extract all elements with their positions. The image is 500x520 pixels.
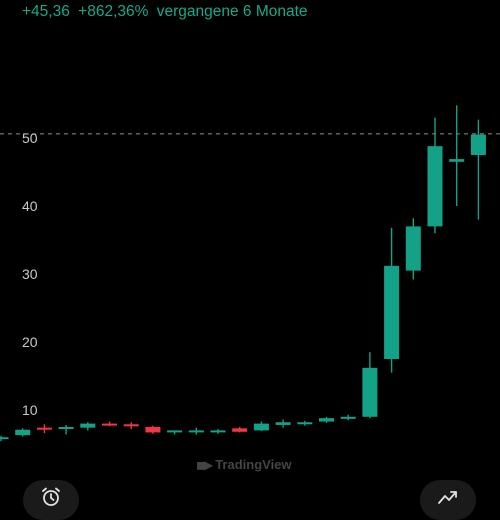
candle-body-down <box>36 427 52 430</box>
watermark-label: TradingView <box>215 457 292 472</box>
candle-body-up <box>449 159 465 162</box>
chart-line-icon <box>438 491 457 504</box>
candle-body-up <box>384 265 400 359</box>
y-tick-label: 40 <box>22 198 38 214</box>
tradingview-watermark: ◼▶ TradingView <box>196 457 292 472</box>
price-change-percent: +862,36% <box>78 3 149 20</box>
candle-body-up <box>470 134 486 155</box>
candle-body-down <box>123 424 139 427</box>
candle-body-up <box>253 423 269 431</box>
candle-body-up <box>58 427 74 429</box>
period-label: vergangene 6 Monate <box>156 3 308 20</box>
candle-body-up <box>297 422 313 425</box>
candle-body-down <box>145 427 161 433</box>
candle-body-up <box>275 422 291 425</box>
indicator-button[interactable] <box>420 480 476 520</box>
candle-body-up <box>167 430 183 433</box>
alarm-clock-icon <box>42 487 60 506</box>
alarm-button[interactable] <box>23 480 79 520</box>
candle-body-up <box>80 423 96 428</box>
candle-body-up <box>319 418 334 422</box>
candle-body-down <box>102 423 117 426</box>
candle-body-up <box>15 429 31 436</box>
y-tick-label: 10 <box>22 402 38 418</box>
candle-body-down <box>232 428 248 432</box>
candle-body-up <box>340 416 356 419</box>
candle-body-up <box>210 430 226 433</box>
y-tick-label: 20 <box>22 334 38 350</box>
performance-summary: +45,36 +862,36% vergangene 6 Monate <box>22 3 312 21</box>
candle-body-up <box>0 437 9 440</box>
candle-body-up <box>427 146 443 227</box>
candle-body-up <box>188 430 204 433</box>
tradingview-logo-icon: ◼▶ <box>196 457 213 472</box>
candle-body-up <box>362 367 378 417</box>
candlestick-chart[interactable]: 10 20 30 40 50 <box>0 0 500 500</box>
y-tick-label: 50 <box>22 130 38 146</box>
y-tick-label: 30 <box>22 266 38 282</box>
candle-body-up <box>405 226 421 271</box>
price-change-absolute: +45,36 <box>22 3 70 20</box>
